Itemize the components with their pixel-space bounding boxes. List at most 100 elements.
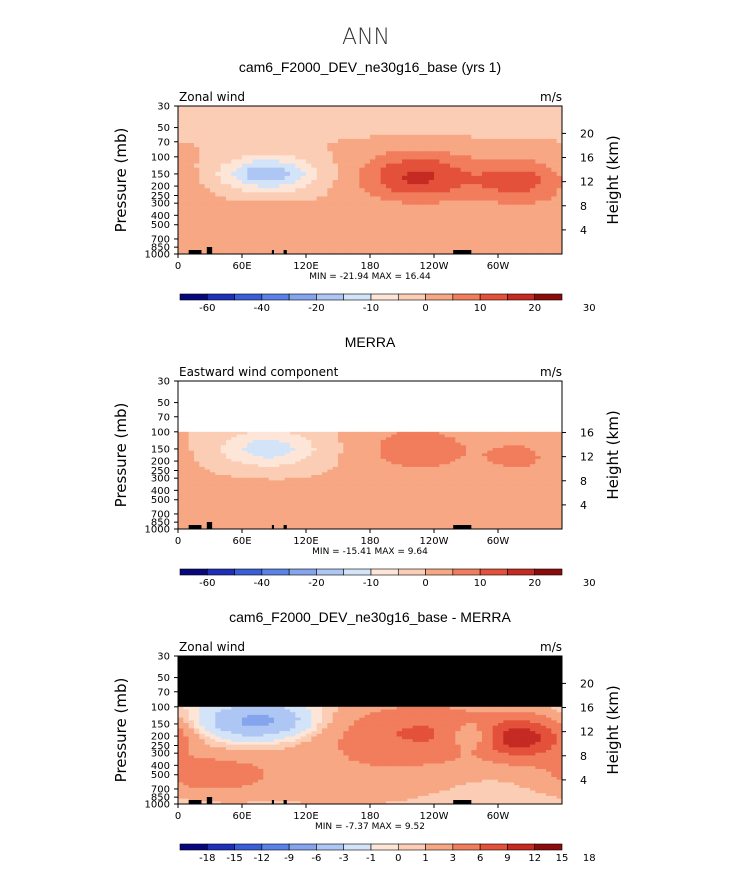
colorbar-swatch <box>425 843 454 851</box>
colorbar-label: -1 <box>366 853 376 864</box>
colorbar-swatch <box>397 843 426 851</box>
colorbar-label: -10 <box>363 578 379 589</box>
colorbar-label: 6 <box>477 853 483 864</box>
y-tick-label: 200 <box>151 182 170 193</box>
colorbar-swatch <box>288 293 317 301</box>
masked-region <box>178 656 562 707</box>
x-tick-label: 60W <box>487 261 510 272</box>
y-tick-label: 50 <box>157 673 170 684</box>
y-tick-label: 1000 <box>145 525 170 536</box>
colorbar-label: 1 <box>422 853 428 864</box>
terrain-block <box>283 525 287 529</box>
terrain-block <box>188 250 202 254</box>
colorbar-label: -40 <box>254 303 270 314</box>
colorbar-swatch <box>343 843 372 851</box>
y-tick-label: 300 <box>151 474 170 485</box>
y-tick-label: 100 <box>151 427 170 438</box>
colorbar-label: 0 <box>395 853 401 864</box>
colorbar-swatch <box>234 568 263 576</box>
x-tick-label: 0 <box>175 811 181 822</box>
colorbar-swatch <box>425 568 454 576</box>
height-tick-label: 16 <box>580 702 594 715</box>
y-tick-label: 1000 <box>145 800 170 811</box>
height-tick-label: 20 <box>580 677 594 690</box>
height-tick-label: 12 <box>580 726 594 739</box>
y-tick-label: 150 <box>151 444 170 455</box>
y-tick-label: 400 <box>151 761 170 772</box>
y-tick-label: 700 <box>151 509 170 520</box>
colorbar-label: 12 <box>528 853 541 864</box>
terrain-block <box>271 250 274 254</box>
height-tick-label: 8 <box>580 200 587 213</box>
left-string: Zonal wind <box>179 90 245 104</box>
colorbar-label: 30 <box>583 303 596 314</box>
colorbar-label: -40 <box>254 578 270 589</box>
y-tick-label: 200 <box>151 457 170 468</box>
colorbar-swatch <box>234 843 263 851</box>
height-tick-label: 4 <box>580 224 587 237</box>
y-tick-label: 100 <box>151 152 170 163</box>
height-tick-label: 16 <box>580 152 594 165</box>
height-tick-label: 4 <box>580 499 587 512</box>
colorbar-swatch <box>179 568 208 576</box>
colorbar-label: -60 <box>199 303 215 314</box>
height-tick-label: 8 <box>580 475 587 488</box>
panel-3: cam6_F2000_DEV_ne30g16_base - MERRA Zonal… <box>112 609 622 864</box>
colorbar-swatch <box>370 293 399 301</box>
colorbar-swatch <box>261 843 290 851</box>
colorbar-swatch <box>316 293 345 301</box>
height-tick-label: 4 <box>580 774 587 787</box>
colorbar-swatch <box>288 568 317 576</box>
y-tick-label: 30 <box>157 377 170 388</box>
colorbar-label: -6 <box>311 853 321 864</box>
terrain-block <box>453 250 472 254</box>
right-string: m/s <box>540 90 562 104</box>
height-tick-label: 12 <box>580 451 594 464</box>
y-tick-label: 400 <box>151 211 170 222</box>
y-tick-label: 30 <box>157 102 170 113</box>
y-tick-label: 500 <box>151 220 170 231</box>
x-tick-label: 60E <box>232 261 251 272</box>
y2-axis-title: Height (km) <box>604 410 622 499</box>
y-tick-label: 300 <box>151 199 170 210</box>
panel-title: MERRA <box>345 334 396 350</box>
colorbar-swatch <box>179 293 208 301</box>
height-tick-label: 20 <box>580 127 594 140</box>
colorbar: -18 -15 -12 -9 -6 -3 -1 0 1 3 6 9 12 15 18 <box>179 843 596 864</box>
colorbar-label: 20 <box>528 303 541 314</box>
panel-title: cam6_F2000_DEV_ne30g16_base - MERRA <box>229 609 511 625</box>
colorbar: -60 -40 -20 -10 0 10 20 30 <box>179 568 596 589</box>
x-tick-label: 120W <box>420 536 449 547</box>
colorbar-label: -9 <box>284 853 294 864</box>
y-tick-label: 1000 <box>145 250 170 261</box>
colorbar-swatch <box>343 568 372 576</box>
height-tick-label: 12 <box>580 176 594 189</box>
colorbar-swatch <box>397 293 426 301</box>
colorbar-label: 30 <box>583 578 596 589</box>
x-tick-label: 60E <box>232 536 251 547</box>
colorbar-label: 10 <box>474 303 487 314</box>
x-tick-label: 120W <box>420 261 449 272</box>
x-tick-label: 60W <box>487 811 510 822</box>
x-tick-label: 120E <box>293 811 318 822</box>
x-tick-label: 0 <box>175 536 181 547</box>
page-title: ANN <box>342 25 390 50</box>
colorbar-swatch <box>206 293 235 301</box>
terrain-block <box>206 522 213 525</box>
colorbar-swatch <box>425 293 454 301</box>
terrain-block <box>283 250 287 254</box>
colorbar-swatch <box>261 568 290 576</box>
colorbar-label: -60 <box>199 578 215 589</box>
right-string: m/s <box>540 365 562 379</box>
colorbar-label: -18 <box>199 853 215 864</box>
colorbar-label: 0 <box>422 303 428 314</box>
y-tick-label: 700 <box>151 784 170 795</box>
colorbar-swatch <box>316 843 345 851</box>
y-tick-label: 850 <box>151 243 170 254</box>
terrain-block <box>271 525 274 529</box>
y-tick-label: 400 <box>151 486 170 497</box>
colorbar-swatch <box>452 293 481 301</box>
terrain-block <box>206 800 213 804</box>
y2-axis-title: Height (km) <box>604 685 622 774</box>
